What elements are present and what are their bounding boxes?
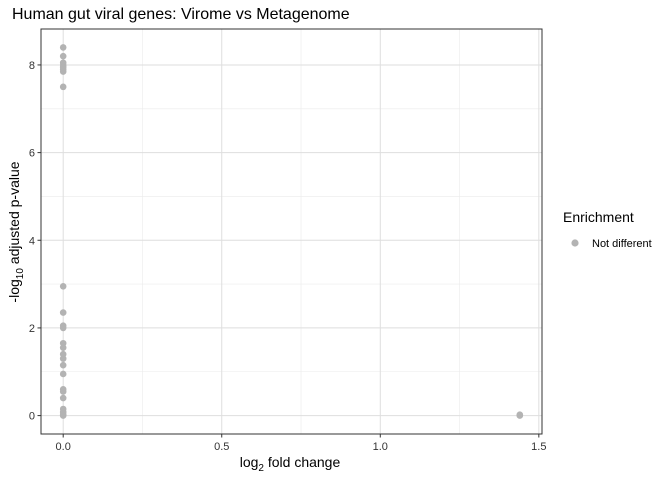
x-axis-title: log2 fold change [240,454,341,474]
legend: Enrichment Not different [563,209,652,250]
x-axis-ticks: 0.0 0.5 1.0 1.5 [56,434,546,453]
panel-border [40,28,543,435]
data-point [516,412,524,419]
data-point [59,68,67,75]
legend-key-point [571,239,579,247]
data-point [59,388,67,395]
x-tick-label: 0.0 [56,441,71,453]
panel-frame [40,28,543,435]
y-tick-label: 2 [29,323,35,335]
y-axis-title: -log10 adjusted p-value [6,161,26,302]
grid-lines [41,29,542,434]
x-tick-label: 1.0 [373,441,388,453]
y-tick-label: 6 [29,148,35,160]
data-point [59,52,67,60]
y-tick-label: 0 [29,411,35,423]
y-axis-ticks: 0 2 4 6 8 [29,60,41,423]
x-tick-label: 1.5 [531,441,546,453]
x-tick-label: 0.5 [214,441,229,453]
data-point [59,44,67,51]
data-point [59,344,67,351]
data-points [59,44,524,419]
legend-label-not-different: Not different [592,238,652,250]
y-tick-label: 4 [29,235,35,247]
data-point [59,361,67,369]
legend-title: Enrichment [563,209,634,225]
data-point [59,83,67,91]
y-tick-label: 8 [29,60,35,72]
panel-background [41,29,542,434]
plot-panel [41,29,542,434]
data-point [59,282,67,290]
data-point [59,412,67,419]
data-point [59,394,67,402]
data-point [59,355,67,362]
chart-title: Human gut viral genes: Virome vs Metagen… [12,6,350,23]
data-point [59,324,67,332]
data-point [59,370,67,378]
data-point [59,309,67,316]
